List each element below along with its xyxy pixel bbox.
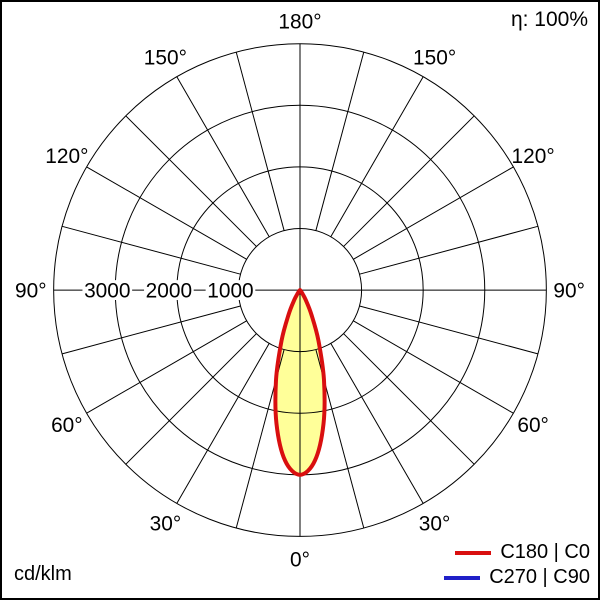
radial-tick-bg (144, 280, 194, 300)
radial-tick-label: 1000 (207, 280, 253, 303)
angle-label: 60° (51, 414, 83, 437)
grid-spoke (86, 320, 247, 414)
radial-tick-label: 2000 (146, 280, 192, 303)
angle-label: 30° (150, 513, 182, 536)
intensity-lobe-outline (273, 288, 327, 477)
legend: C180 | C0 C270 | C90 (444, 541, 590, 589)
legend-label-c90: C270 | C90 (489, 566, 590, 588)
grid-spoke (125, 333, 257, 465)
angle-label: 90° (553, 280, 585, 303)
angle-label: 150° (413, 46, 456, 69)
grid-spoke (353, 166, 514, 260)
grid-spoke (343, 115, 475, 247)
unit-label: cd/klm (14, 563, 72, 585)
efficiency-label: η: 100% (510, 8, 588, 31)
angle-label: 60° (517, 414, 549, 437)
grid-spoke (235, 52, 285, 231)
radial-tick-label: 3000 (84, 280, 130, 303)
legend-item-c90: C270 | C90 (444, 566, 590, 589)
legend-line-blue-icon (444, 575, 481, 580)
grid-spoke (359, 305, 539, 355)
angle-label: 150° (144, 46, 187, 69)
grid-spoke (359, 225, 539, 275)
grid-spoke (86, 166, 247, 260)
grid-spoke (315, 52, 365, 231)
grid-spoke (61, 305, 241, 355)
grid-spoke (343, 333, 475, 465)
legend-label-c0: C180 | C0 (500, 541, 590, 563)
angle-label: 30° (419, 513, 451, 536)
legend-line-red-icon (455, 550, 492, 555)
angle-label: 180° (278, 10, 321, 33)
legend-item-c0: C180 | C0 (455, 541, 590, 564)
grid-spoke (353, 320, 514, 414)
angle-label: 90° (15, 280, 47, 303)
grid-spoke (176, 76, 270, 237)
angle-label: 120° (512, 145, 555, 168)
radial-tick-bg (82, 280, 133, 300)
angle-label: 120° (45, 145, 88, 168)
angle-label: 0° (290, 549, 310, 572)
radial-tick-bg (205, 280, 256, 300)
grid-spoke (176, 343, 270, 504)
grid-spoke (330, 76, 424, 237)
grid-spoke (61, 225, 241, 275)
grid-spoke (125, 115, 257, 247)
grid-spoke (330, 343, 424, 504)
